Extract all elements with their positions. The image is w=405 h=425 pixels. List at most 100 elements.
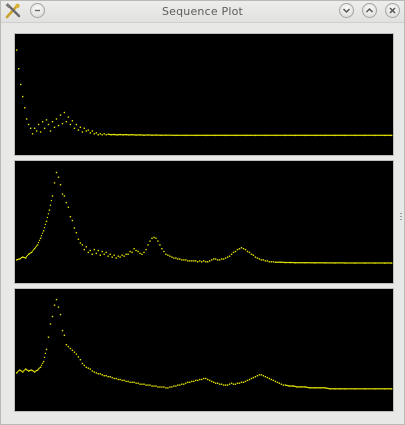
window-title: Sequence Plot	[161, 5, 244, 18]
trace-segment-point	[375, 388, 377, 390]
trace-segment-point	[154, 134, 156, 136]
data-point	[53, 304, 56, 306]
data-point	[384, 388, 386, 390]
trace-segment-point	[390, 388, 392, 390]
data-point	[151, 134, 153, 136]
data-point	[197, 261, 199, 263]
trace-segment-point	[297, 262, 299, 264]
data-point	[268, 377, 271, 380]
data-point	[391, 134, 393, 137]
trace-segment-point	[287, 261, 289, 264]
data-point	[59, 313, 62, 316]
data-point	[19, 258, 21, 260]
sequence-plot-2[interactable]	[14, 160, 394, 284]
data-point	[216, 382, 219, 384]
title-bar[interactable]: Sequence Plot	[1, 1, 404, 23]
trace-segment-point	[298, 134, 300, 136]
trace-segment-point	[373, 388, 375, 390]
trace-segment-point	[285, 261, 287, 264]
tools-icon[interactable]	[5, 3, 21, 19]
resize-grip[interactable]	[400, 207, 403, 220]
trace-segment-point	[31, 370, 34, 372]
data-point	[228, 255, 231, 257]
trace-segment-point	[312, 387, 314, 389]
data-point	[105, 375, 107, 377]
data-point	[203, 260, 205, 262]
trace-segment-point	[271, 134, 273, 136]
maximize-button[interactable]	[362, 3, 377, 18]
data-point	[256, 257, 259, 259]
trace-segment-point	[303, 134, 305, 136]
data-point	[30, 251, 33, 254]
data-point	[31, 133, 34, 135]
trace-segment-point	[305, 134, 307, 136]
trace-segment-point	[28, 253, 31, 255]
close-button[interactable]	[385, 3, 400, 18]
data-point	[61, 193, 64, 195]
trace-segment-point	[111, 134, 113, 136]
data-point	[121, 254, 123, 256]
trace-segment-point	[311, 387, 313, 389]
data-point	[224, 134, 227, 137]
sequence-plot-3[interactable]	[14, 288, 394, 412]
trace-segment-point	[210, 134, 212, 136]
data-point	[167, 387, 169, 389]
trace-segment-point	[377, 262, 379, 264]
trace-segment-point	[40, 235, 43, 237]
trace-segment-point	[26, 254, 29, 257]
trace-segment-point	[133, 134, 135, 136]
data-point	[42, 230, 45, 232]
trace-segment-point	[362, 388, 364, 390]
data-point	[139, 134, 141, 136]
trace-segment-point	[323, 387, 325, 389]
data-point	[51, 195, 54, 197]
trace-segment-point	[293, 385, 295, 387]
trace-segment-point	[301, 386, 303, 388]
trace-segment-point	[302, 134, 304, 136]
data-point	[270, 378, 272, 381]
data-point	[45, 119, 48, 121]
trace-segment-point	[387, 262, 389, 264]
trace-segment-point	[207, 134, 209, 136]
trace-segment-point	[377, 388, 379, 390]
data-point	[354, 388, 356, 390]
data-point	[63, 334, 66, 336]
trace-segment-point	[43, 356, 46, 358]
trace-segment-point	[163, 134, 165, 136]
data-point	[47, 123, 50, 126]
data-point	[57, 176, 60, 178]
trace-segment-point	[383, 134, 385, 136]
trace-segment-point	[340, 388, 342, 390]
data-point	[155, 237, 157, 239]
data-point	[59, 114, 62, 116]
trace-segment-point	[126, 134, 128, 136]
trace-segment-point	[283, 134, 285, 136]
data-point	[115, 377, 117, 380]
trace-segment-point	[319, 262, 321, 264]
data-point	[211, 259, 213, 261]
trace-segment-point	[208, 134, 210, 136]
trace-segment-point	[283, 261, 285, 263]
shade-button[interactable]	[30, 3, 45, 18]
data-point	[115, 257, 117, 259]
trace-segment-point	[377, 134, 379, 136]
data-point	[65, 344, 68, 346]
data-point	[101, 134, 103, 136]
trace-segment-point	[357, 134, 359, 136]
trace-segment-point	[382, 134, 384, 136]
sequence-plot-1[interactable]	[14, 33, 394, 156]
minimize-button[interactable]	[339, 3, 354, 18]
trace-segment-point	[333, 388, 335, 390]
trace-segment-point	[286, 384, 288, 387]
trace-segment-point	[315, 387, 317, 389]
data-point	[49, 130, 52, 132]
data-point	[193, 260, 195, 262]
trace-segment-point	[345, 134, 347, 136]
trace-segment-point	[331, 134, 333, 136]
trace-segment-point	[186, 134, 188, 136]
trace-segment-point	[221, 134, 224, 136]
trace-segment-point	[285, 384, 287, 386]
trace-segment-point	[332, 262, 334, 264]
trace-segment-point	[289, 385, 291, 387]
